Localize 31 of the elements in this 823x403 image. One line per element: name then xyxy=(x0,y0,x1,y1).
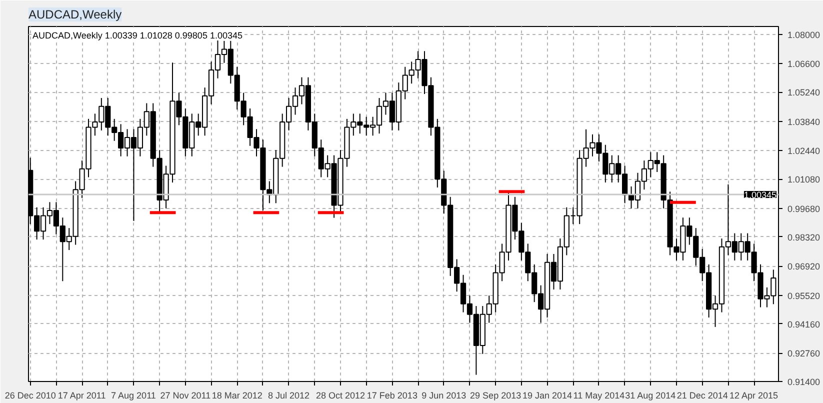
y-tick-label: 0.91400 xyxy=(788,377,820,387)
x-tick-label: 29 Sep 2013 xyxy=(470,390,522,400)
y-tick-label: 0.98320 xyxy=(788,232,820,242)
y-tick-label: 0.99680 xyxy=(788,204,820,214)
x-tick-label: 31 Aug 2014 xyxy=(625,390,676,400)
chart-title: AUDCAD,Weekly xyxy=(28,8,122,22)
x-tick-label: 18 Mar 2012 xyxy=(212,390,262,400)
chart-subtitle: AUDCAD,Weekly 1.00339 1.01028 0.99805 1.00345 xyxy=(32,30,242,40)
y-tick-label: 0.92760 xyxy=(788,348,820,359)
x-tick-label: 12 Apr 2015 xyxy=(730,390,778,400)
y-tick-label: 1.06600 xyxy=(788,59,820,70)
y-tick-label: 0.94160 xyxy=(788,319,820,330)
x-tick-label: 17 Apr 2011 xyxy=(58,390,106,400)
y-tick-label: 1.02440 xyxy=(788,146,820,156)
x-tick-label: 19 Jan 2014 xyxy=(522,390,572,400)
x-tick-label: 7 Aug 2011 xyxy=(111,390,156,400)
x-tick-label: 27 Nov 2011 xyxy=(160,390,211,400)
y-tick-label: 1.08000 xyxy=(788,30,820,40)
y-tick-label: 1.03840 xyxy=(788,116,820,127)
y-tick-label: 1.05240 xyxy=(788,88,820,98)
x-tick-label: 11 May 2014 xyxy=(573,390,625,400)
x-tick-label: 26 Dec 2010 xyxy=(4,390,56,400)
x-tick-label: 9 Jun 2013 xyxy=(422,390,466,400)
x-tick-label: 28 Oct 2012 xyxy=(316,390,366,400)
x-tick-label: 8 Jul 2012 xyxy=(268,390,310,400)
y-tick-label: 0.96920 xyxy=(788,262,820,272)
y-tick-label: 0.95520 xyxy=(788,290,820,301)
x-tick-label: 21 Dec 2014 xyxy=(676,390,728,400)
ref-line-label: 1.00345 xyxy=(744,190,777,200)
y-tick-label: 1.01080 xyxy=(788,174,820,185)
x-tick-label: 17 Feb 2013 xyxy=(366,390,418,400)
